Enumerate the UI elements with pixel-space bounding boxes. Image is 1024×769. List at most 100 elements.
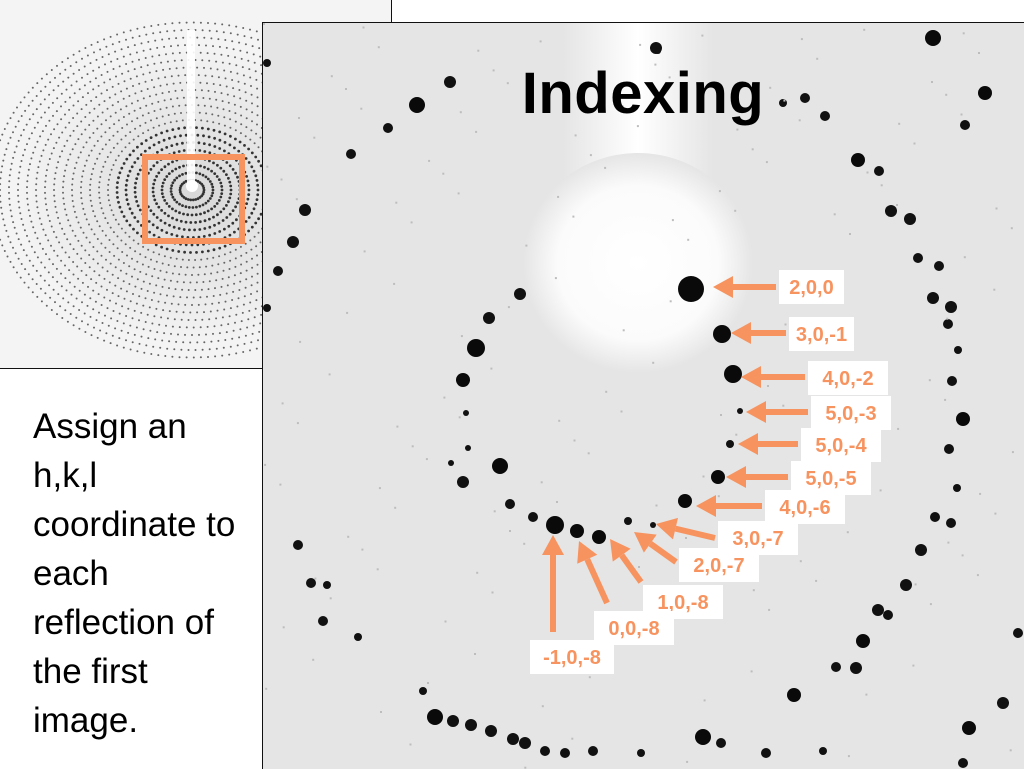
thumb-spot: [182, 181, 186, 185]
thumb-spot: [152, 164, 156, 168]
thumb-spot: [208, 151, 212, 155]
background-speck: [296, 422, 299, 425]
thumb-spot: [227, 224, 231, 228]
background-speck: [669, 300, 672, 303]
background-speck: [798, 119, 801, 122]
thumb-spot: [160, 131, 164, 135]
thumb-spot: [157, 300, 160, 303]
background-speck: [493, 510, 496, 513]
thumb-spot: [47, 239, 50, 242]
thumb-spot: [116, 33, 119, 36]
thumb-spot: [151, 190, 155, 194]
thumb-spot: [54, 205, 57, 208]
thumb-spot: [36, 82, 39, 85]
background-speck: [896, 204, 898, 206]
thumb-spot: [173, 178, 177, 182]
thumb-spot: [252, 207, 256, 211]
thumb-spot: [229, 126, 232, 129]
thumb-spot: [100, 170, 103, 173]
thumb-spot: [246, 326, 249, 329]
thumb-spot: [229, 134, 232, 138]
thumb-spot: [78, 69, 81, 71]
thumb-spot: [189, 311, 192, 314]
background-speck: [898, 122, 901, 125]
thumb-spot: [217, 339, 220, 342]
thumb-spot: [206, 177, 210, 181]
thumb-spot: [124, 243, 127, 246]
thumb-spot: [176, 280, 179, 283]
thumb-spot: [228, 62, 231, 65]
thumb-spot: [68, 281, 71, 284]
diffraction-spot: [787, 688, 801, 702]
thumb-spot: [105, 45, 108, 48]
thumb-spot: [135, 326, 138, 329]
thumb-spot: [124, 188, 128, 192]
thumb-spot: [162, 68, 165, 71]
thumb-spot: [88, 241, 91, 244]
thumb-spot: [213, 232, 217, 235]
thumb-spot: [26, 234, 28, 237]
thumb-spot: [136, 350, 139, 353]
thumb-spot: [43, 98, 46, 101]
thumb-spot: [251, 111, 254, 114]
thumb-spot: [152, 212, 156, 216]
thumb-spot: [67, 76, 70, 79]
diffraction-spot: [930, 512, 940, 522]
thumb-spot: [241, 311, 244, 314]
thumb-spot: [35, 283, 38, 285]
thumb-spot: [89, 189, 91, 191]
thumb-spot: [177, 227, 181, 230]
thumb-spot: [38, 217, 41, 220]
thumb-spot: [8, 174, 11, 177]
thumb-spot: [114, 159, 117, 162]
thumb-spot: [122, 97, 125, 100]
thumb-spot: [210, 207, 214, 211]
thumb-spot: [161, 195, 165, 199]
thumb-spot: [132, 138, 135, 141]
background-speck: [573, 439, 576, 442]
thumb-spot: [10, 162, 13, 165]
diffraction-spot: [263, 304, 271, 312]
thumb-spot: [78, 50, 81, 53]
thumb-spot: [225, 85, 228, 88]
thumb-spot: [184, 205, 188, 209]
thumb-spot: [20, 218, 23, 220]
thumb-spot: [154, 338, 157, 341]
thumb-spot: [103, 81, 106, 84]
thumb-spot: [85, 103, 88, 106]
background-speck: [945, 93, 948, 96]
thumb-spot: [67, 301, 70, 304]
thumb-spot: [131, 341, 134, 344]
thumb-spot: [128, 283, 131, 285]
thumb-spot: [68, 108, 71, 111]
background-speck: [978, 52, 980, 54]
thumb-spot: [165, 271, 168, 274]
diffraction-spot: [505, 499, 515, 509]
thumb-spot: [247, 216, 251, 219]
thumb-spot: [116, 58, 119, 60]
thumb-spot: [154, 133, 158, 137]
thumb-spot: [106, 288, 108, 291]
thumb-spot: [232, 290, 235, 293]
thumb-spot: [112, 164, 115, 166]
thumb-spot: [253, 142, 256, 145]
thumb-spot: [180, 266, 182, 268]
thumb-spot: [156, 226, 159, 230]
thumb-spot: [92, 167, 95, 170]
background-speck: [425, 458, 428, 461]
diffraction-spot: [925, 30, 941, 46]
thumb-spot: [182, 149, 186, 152]
thumb-spot: [205, 112, 208, 115]
thumb-spot: [164, 76, 167, 79]
thumb-spot: [165, 231, 169, 235]
background-speck: [636, 125, 639, 128]
thumb-spot: [181, 141, 184, 145]
thumb-spot: [157, 277, 160, 280]
thumb-spot: [69, 153, 72, 156]
background-speck: [539, 40, 542, 43]
thumb-spot: [98, 66, 100, 69]
diffraction-spot: [927, 292, 939, 304]
thumb-spot: [227, 276, 230, 279]
thumb-spot: [255, 179, 259, 182]
thumb-spot: [242, 27, 245, 29]
